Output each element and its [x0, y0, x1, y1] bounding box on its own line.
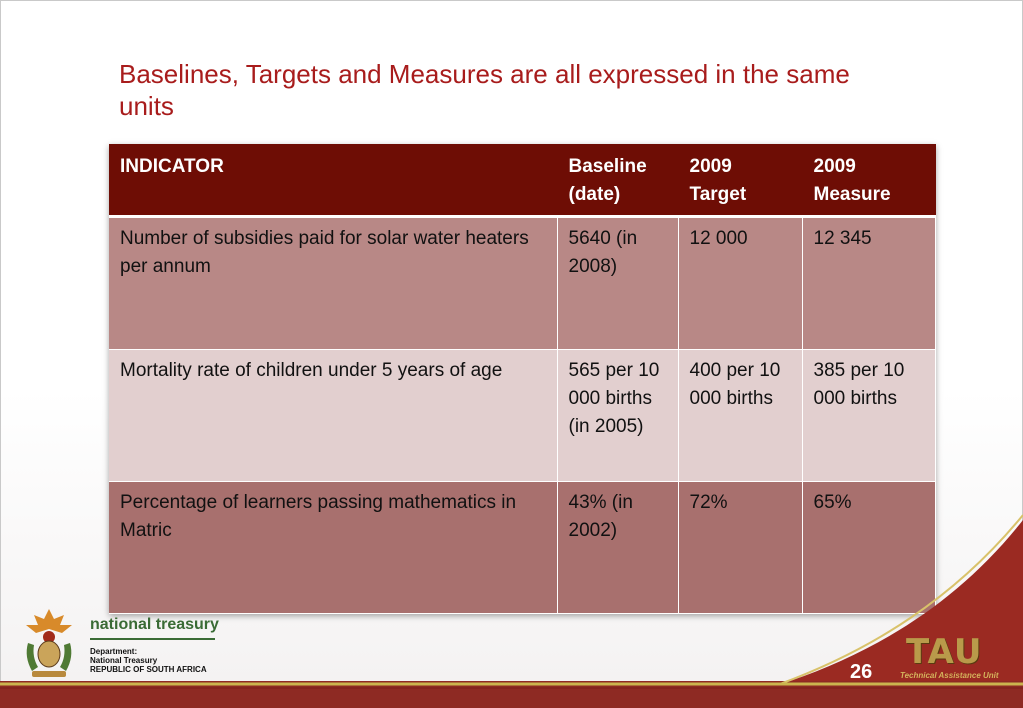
- table-cell-target: 72%: [678, 481, 803, 614]
- indicator-table: INDICATOR Baseline (date) 2009 Target 20…: [109, 144, 936, 614]
- footer-band: [0, 681, 1023, 708]
- table-cell-indicator: Percentage of learners passing mathemati…: [109, 481, 558, 614]
- coat-of-arms-logo: [20, 607, 78, 681]
- header-baseline: Baseline (date): [557, 144, 679, 218]
- tau-subtitle: Technical Assistance Unit: [900, 671, 999, 680]
- table-row: Percentage of learners passing mathemati…: [109, 481, 936, 614]
- table-cell-measure: 12 345: [802, 216, 936, 350]
- treasury-rule: [90, 638, 215, 640]
- table-cell-baseline: 43% (in 2002): [557, 481, 679, 614]
- table-cell-target: 12 000: [678, 216, 803, 350]
- table-row: Mortality rate of children under 5 years…: [109, 349, 936, 482]
- table-cell-baseline: 5640 (in 2008): [557, 216, 679, 350]
- treasury-name: national treasury: [90, 616, 219, 633]
- table-cell-indicator: Mortality rate of children under 5 years…: [109, 349, 558, 482]
- table-header-row: INDICATOR Baseline (date) 2009 Target 20…: [109, 144, 936, 218]
- header-2009-measure: 2009 Measure: [802, 144, 936, 218]
- header-indicator: INDICATOR: [109, 144, 558, 218]
- table-cell-indicator: Number of subsidies paid for solar water…: [109, 216, 558, 350]
- table-cell-measure: 65%: [802, 481, 936, 614]
- table-cell-baseline: 565 per 10 000 births (in 2005): [557, 349, 679, 482]
- table-row: Number of subsidies paid for solar water…: [109, 216, 936, 350]
- dept-line-2: National Treasury: [90, 656, 158, 665]
- table-cell-target: 400 per 10 000 births: [678, 349, 803, 482]
- header-2009-target: 2009 Target: [678, 144, 803, 218]
- slide-title: Baselines, Targets and Measures are all …: [119, 59, 850, 121]
- dept-line-3: REPUBLIC OF SOUTH AFRICA: [90, 665, 207, 674]
- tau-logo: TAU: [906, 632, 983, 672]
- dept-line-1: Department:: [90, 647, 138, 656]
- table-cell-measure: 385 per 10 000 births: [802, 349, 936, 482]
- page-number: 26: [850, 661, 873, 683]
